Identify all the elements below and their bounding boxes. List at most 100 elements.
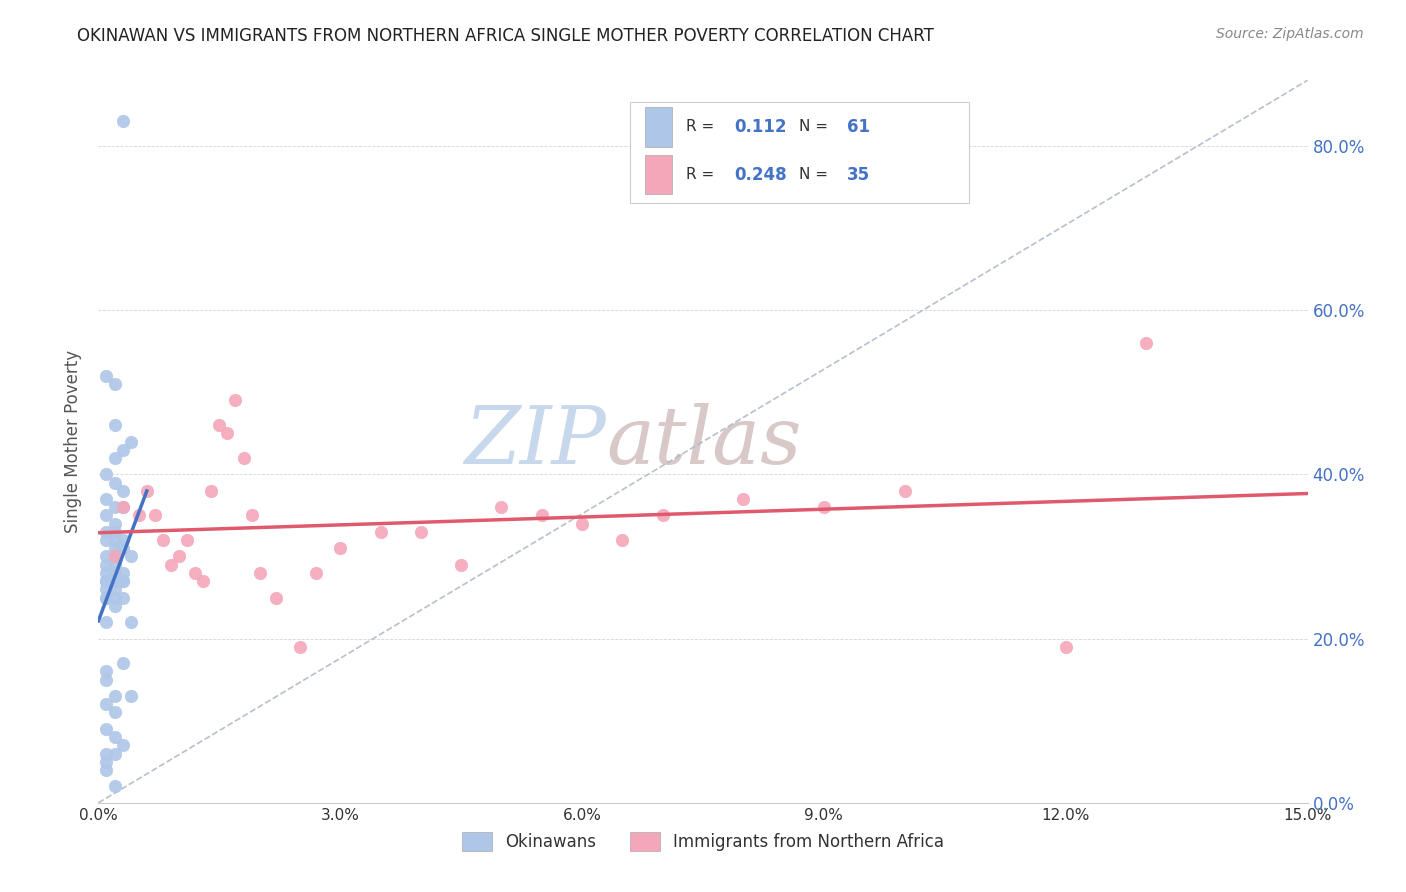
Point [96, 524, 118, 539]
Point [103, 730, 125, 744]
Text: R =: R = [686, 167, 720, 182]
Point [370, 524, 392, 539]
Point [103, 549, 125, 564]
Point [111, 574, 134, 588]
FancyBboxPatch shape [630, 102, 969, 203]
Point [96, 615, 118, 630]
Point [103, 450, 125, 465]
Text: 61: 61 [846, 118, 870, 136]
Text: R =: R = [686, 120, 720, 135]
Point [103, 541, 125, 556]
Text: 0.112: 0.112 [734, 118, 787, 136]
Point [120, 434, 142, 449]
Point [103, 591, 125, 605]
Point [96, 665, 118, 679]
Point [103, 574, 125, 588]
Point [103, 475, 125, 490]
Point [96, 533, 118, 547]
Point [120, 689, 142, 703]
Point [813, 500, 835, 515]
Point [167, 549, 190, 564]
Point [96, 755, 118, 769]
Text: atlas: atlas [606, 403, 801, 480]
Point [111, 500, 134, 515]
Point [111, 566, 134, 580]
Point [96, 763, 118, 777]
Point [111, 574, 134, 588]
Point [111, 114, 134, 128]
Text: N =: N = [799, 167, 832, 182]
Point [288, 640, 311, 654]
Point [232, 450, 254, 465]
Point [184, 566, 207, 580]
Text: OKINAWAN VS IMMIGRANTS FROM NORTHERN AFRICA SINGLE MOTHER POVERTY CORRELATION CH: OKINAWAN VS IMMIGRANTS FROM NORTHERN AFR… [77, 27, 934, 45]
Point [96, 747, 118, 761]
Point [111, 483, 134, 498]
Point [96, 574, 118, 588]
Point [111, 541, 134, 556]
Point [103, 706, 125, 720]
Point [96, 591, 118, 605]
Point [103, 516, 125, 531]
Point [491, 500, 513, 515]
Point [96, 368, 118, 383]
Point [96, 566, 118, 580]
Point [103, 524, 125, 539]
Point [571, 516, 593, 531]
Point [733, 491, 755, 506]
Point [96, 698, 118, 712]
Point [111, 500, 134, 515]
Point [103, 574, 125, 588]
Point [103, 500, 125, 515]
Point [217, 426, 239, 441]
Point [96, 722, 118, 736]
Point [96, 582, 118, 597]
Point [1054, 640, 1077, 654]
Point [103, 566, 125, 580]
Legend: Okinawans, Immigrants from Northern Africa: Okinawans, Immigrants from Northern Afri… [454, 823, 952, 860]
Point [264, 591, 287, 605]
Point [96, 491, 118, 506]
Point [152, 533, 174, 547]
Point [103, 549, 125, 564]
FancyBboxPatch shape [645, 107, 672, 147]
Point [160, 558, 183, 572]
Point [103, 377, 125, 392]
Point [135, 483, 157, 498]
Point [111, 657, 134, 671]
Point [103, 558, 125, 572]
Point [612, 533, 634, 547]
Point [128, 508, 150, 523]
Point [103, 689, 125, 703]
Point [103, 582, 125, 597]
Point [143, 508, 166, 523]
Point [111, 442, 134, 457]
Point [96, 508, 118, 523]
Point [249, 566, 271, 580]
Point [103, 549, 125, 564]
Point [409, 524, 432, 539]
Point [893, 483, 915, 498]
Text: ZIP: ZIP [464, 403, 606, 480]
Point [111, 591, 134, 605]
Point [103, 599, 125, 613]
FancyBboxPatch shape [645, 154, 672, 194]
Point [450, 558, 472, 572]
Point [103, 533, 125, 547]
Point [208, 418, 231, 433]
Point [530, 508, 553, 523]
Point [96, 591, 118, 605]
Point [103, 418, 125, 433]
Point [200, 483, 222, 498]
Point [193, 574, 215, 588]
Point [120, 549, 142, 564]
Point [305, 566, 328, 580]
Point [103, 747, 125, 761]
Point [240, 508, 263, 523]
Text: Source: ZipAtlas.com: Source: ZipAtlas.com [1216, 27, 1364, 41]
Point [96, 673, 118, 687]
Point [96, 574, 118, 588]
Y-axis label: Single Mother Poverty: Single Mother Poverty [65, 350, 83, 533]
Point [103, 780, 125, 794]
Point [651, 508, 673, 523]
